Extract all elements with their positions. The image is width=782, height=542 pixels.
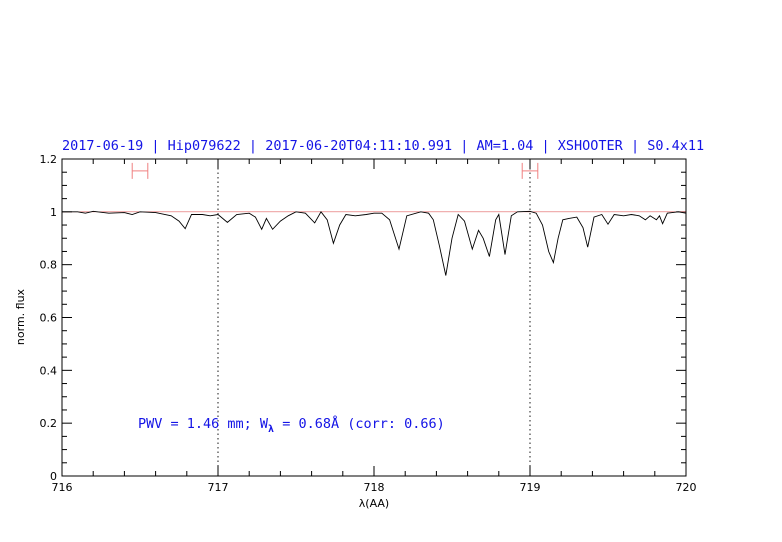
x-tick-label: 719: [520, 481, 541, 494]
y-tick-label: 1.2: [40, 153, 58, 166]
y-tick-label: 0.6: [40, 312, 58, 325]
x-tick-label: 720: [676, 481, 697, 494]
spectrum-line: [62, 210, 687, 276]
plot-frame: [61, 158, 687, 477]
annotation-prefix: PWV = 1.46 mm; W: [138, 416, 269, 432]
y-tick-label: 0.8: [40, 259, 58, 272]
x-tick-label: 716: [52, 481, 73, 494]
y-tick-label: 0: [50, 470, 57, 483]
y-tick-label: 0.2: [40, 417, 58, 430]
y-tick-label: 1: [50, 206, 57, 219]
y-tick-label: 0.4: [40, 364, 58, 377]
pwv-annotation: PWV = 1.46 mm; Wλ = 0.68Å (corr: 0.66): [138, 415, 445, 435]
x-tick-label: 717: [208, 481, 229, 494]
axis-ticks: 716 717 718 719 720 0 0.2 0.4 0.6 0.8 1 1.2: [40, 153, 697, 494]
x-tick-label: 718: [364, 481, 385, 494]
annotation-suffix: = 0.68Å (corr: 0.66): [274, 415, 445, 432]
annotation-subscript: λ: [268, 424, 274, 435]
interval-markers: [131, 162, 539, 179]
y-axis-label: norm. flux: [14, 288, 27, 345]
x-axis-label: λ(AA): [359, 497, 389, 510]
chart-title: 2017-06-19 | Hip079622 | 2017-06-20T04:1…: [62, 138, 704, 154]
dotted-lines: [217, 159, 531, 476]
